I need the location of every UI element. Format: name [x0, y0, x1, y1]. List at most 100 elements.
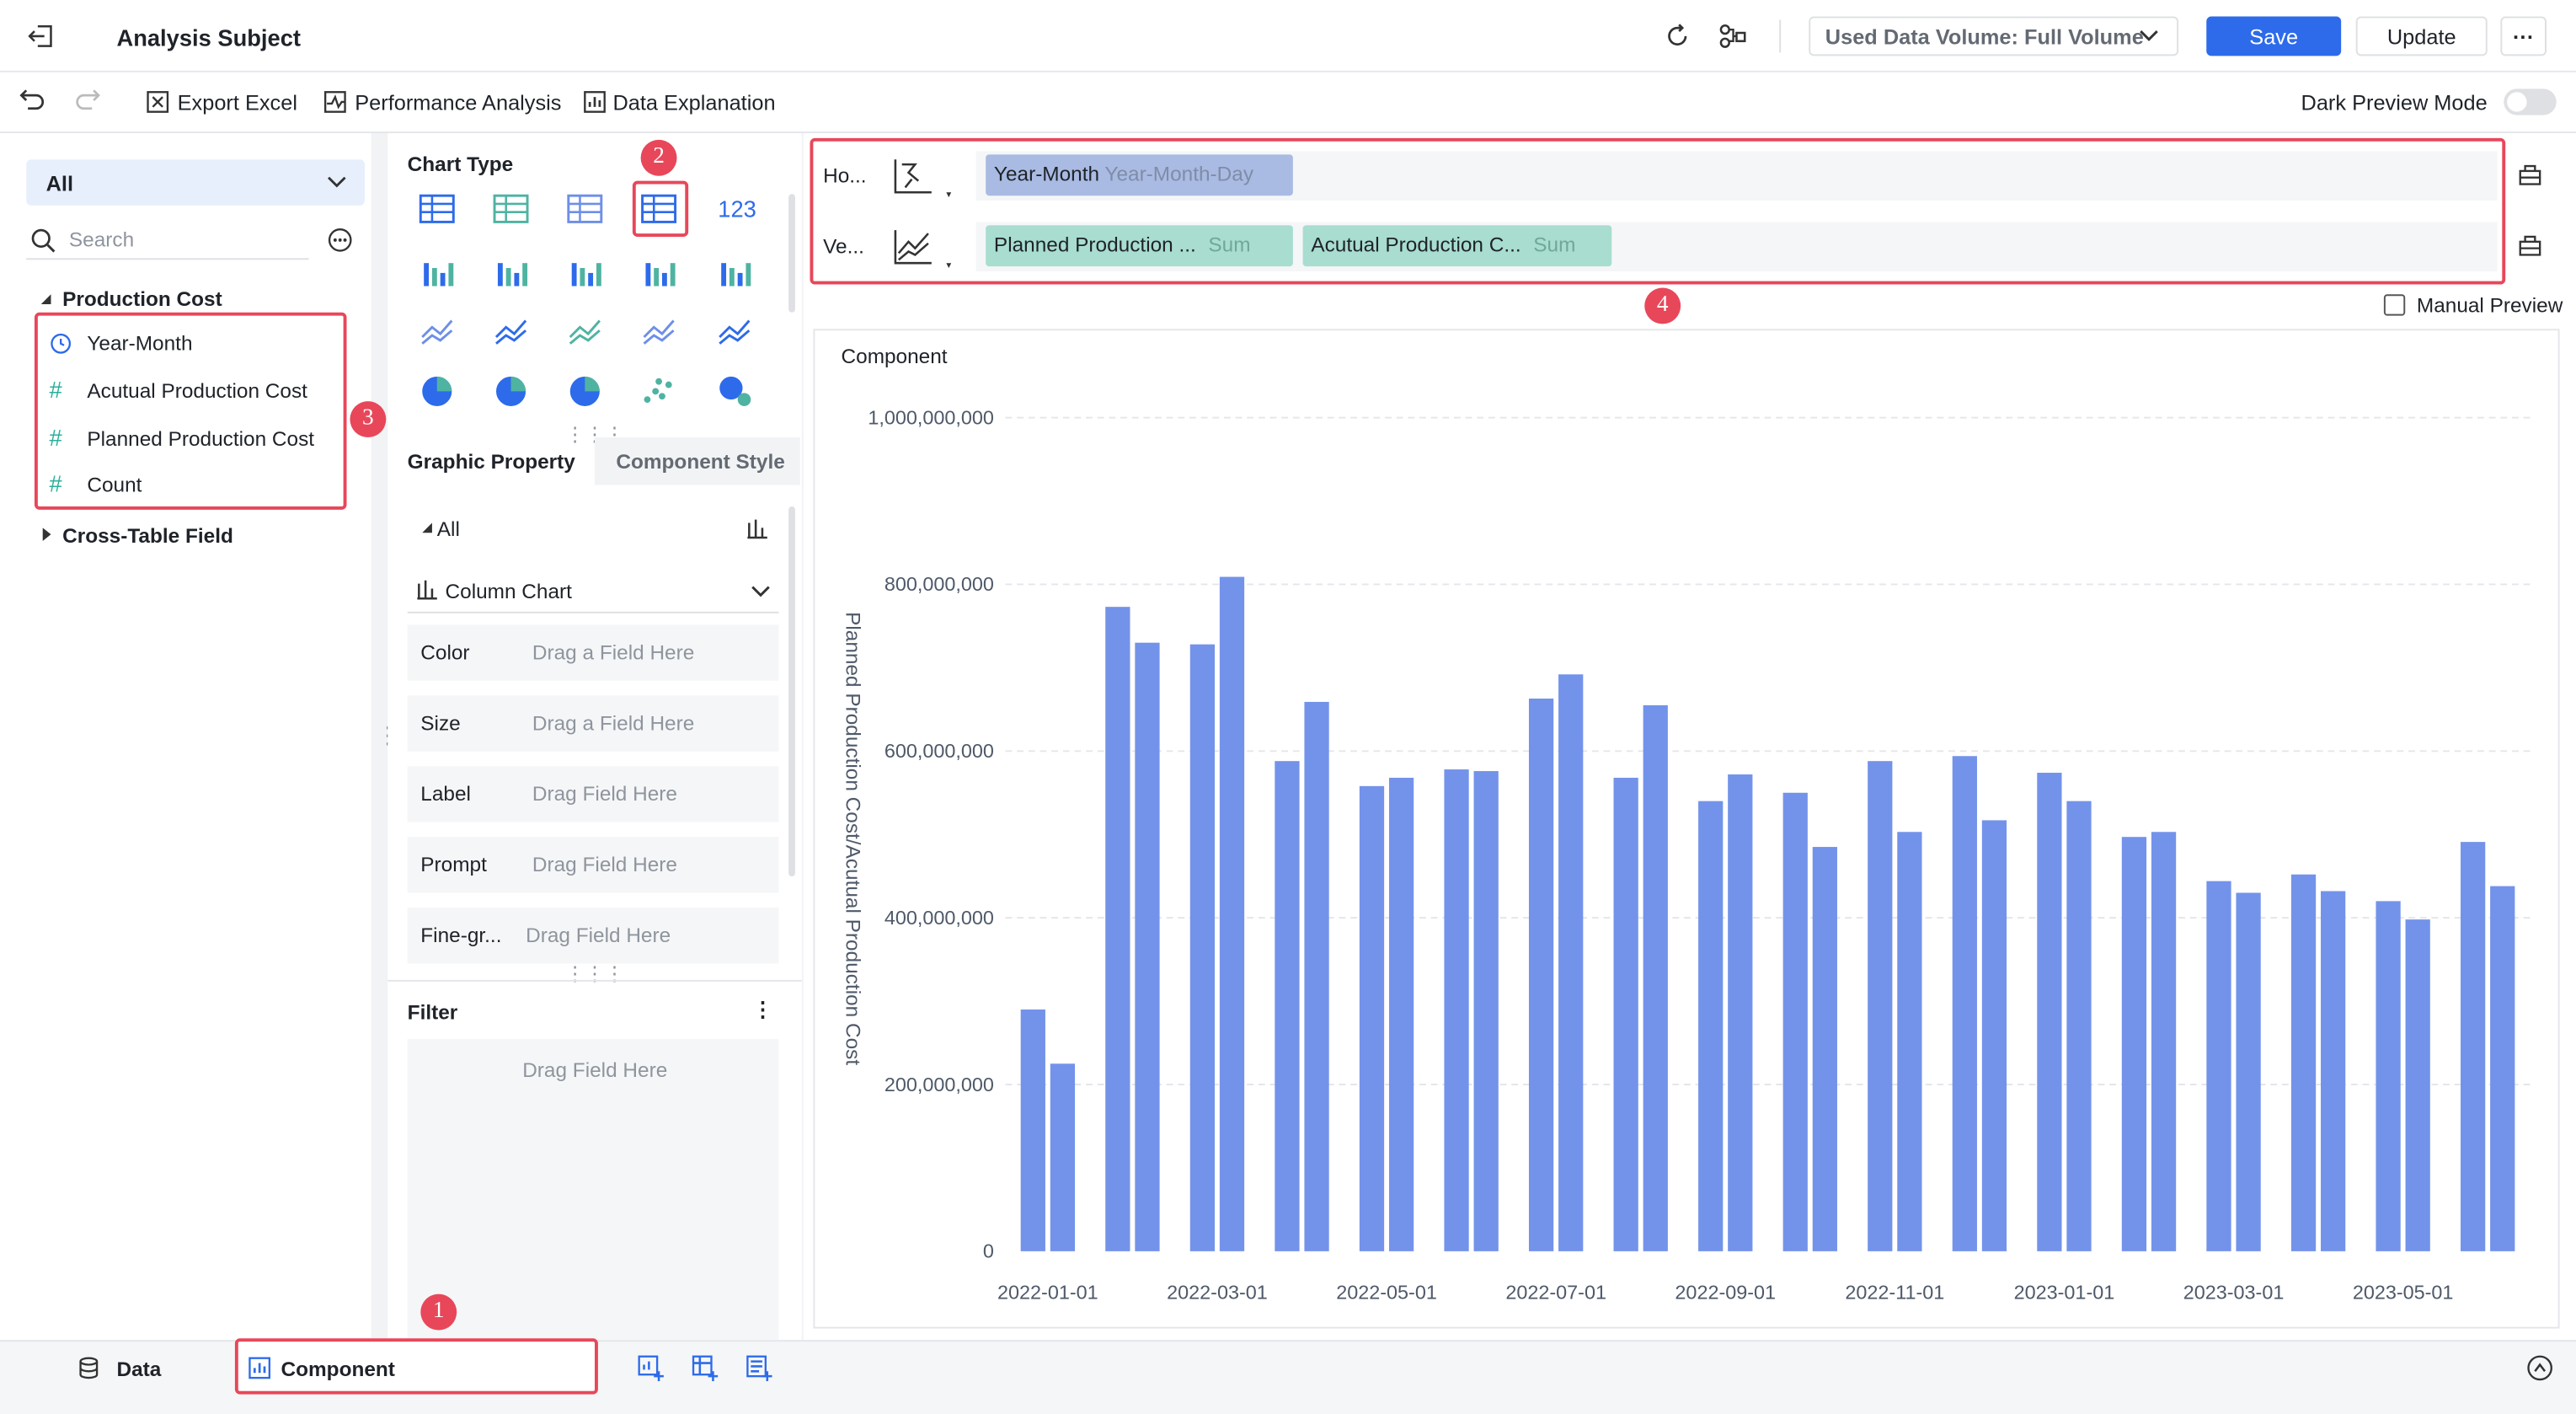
- save-button[interactable]: Save: [2206, 16, 2342, 56]
- expand-triangle[interactable]: [40, 528, 53, 541]
- refresh-icon[interactable]: [1665, 23, 1691, 49]
- redo-icon[interactable]: [74, 88, 100, 111]
- group-cross-table[interactable]: Cross-Table Field: [62, 524, 233, 548]
- property-label: Prompt: [420, 853, 487, 876]
- collapse-triangle[interactable]: [420, 522, 434, 535]
- chart-type-icon[interactable]: [721, 263, 751, 287]
- add-table-icon[interactable]: [692, 1355, 719, 1382]
- chart-type-icon[interactable]: [422, 376, 452, 406]
- save-text: Save: [2249, 24, 2299, 49]
- field-item[interactable]: Planned Production Cost: [87, 427, 315, 451]
- field-item[interactable]: Count: [87, 473, 142, 497]
- lineage-icon[interactable]: [1718, 23, 1748, 49]
- scope-select[interactable]: [26, 159, 365, 206]
- chart-type-icon[interactable]: [719, 319, 751, 345]
- bar: [1219, 576, 1245, 1251]
- chart-type-icon[interactable]: [641, 194, 677, 223]
- bar: [2066, 801, 2092, 1251]
- undo-icon[interactable]: [19, 88, 45, 111]
- tab[interactable]: Component Style: [616, 450, 785, 474]
- chart-type-icon[interactable]: [493, 194, 529, 223]
- chart-type-icon[interactable]: [494, 319, 527, 345]
- number-card-icon[interactable]: 123: [718, 195, 756, 222]
- chart-type-icon[interactable]: [719, 376, 751, 406]
- collapse-triangle[interactable]: [40, 292, 53, 306]
- performance-analysis[interactable]: Performance Analysis: [355, 90, 562, 115]
- chart-type-icon[interactable]: [421, 319, 453, 345]
- chart-type-icon[interactable]: [424, 263, 454, 287]
- y-axis-label: Planned Production Cost/Acutual Producti…: [841, 612, 863, 1065]
- scope-text: All: [45, 170, 74, 196]
- vertical-axis-icon[interactable]: [892, 227, 958, 273]
- icon-part: [596, 263, 601, 287]
- count-field-icon: #: [49, 470, 62, 497]
- field-pill[interactable]: Year-Month Year-Month-Day: [986, 154, 1293, 196]
- highlight-box: [810, 137, 2506, 285]
- tab-active[interactable]: Graphic Property: [407, 450, 575, 474]
- export-excel[interactable]: Export Excel: [177, 90, 297, 115]
- property-slot[interactable]: Color Drag a Field Here: [407, 624, 779, 681]
- property-slot[interactable]: Size Drag a Field Here: [407, 695, 779, 752]
- toggle-knob: [2507, 92, 2527, 112]
- chart-type-icon[interactable]: [571, 263, 601, 287]
- manual-preview-label: Manual Preview: [2416, 294, 2563, 318]
- x-tick-label: 2022-07-01: [1505, 1281, 1606, 1303]
- dark-preview-toggle[interactable]: [2504, 88, 2557, 115]
- field-pill[interactable]: Acutual Production C... Sum: [1302, 225, 1612, 267]
- filter-dropzone[interactable]: [407, 1039, 779, 1341]
- chart-type-icon[interactable]: [569, 376, 600, 406]
- icon-part: [440, 272, 446, 287]
- chart-type-icon[interactable]: [567, 194, 603, 223]
- add-component-icon[interactable]: [638, 1355, 664, 1382]
- collapse-bottom-icon[interactable]: [2527, 1355, 2553, 1381]
- bar: [2151, 832, 2177, 1251]
- property-slot[interactable]: Label Drag Field Here: [407, 766, 779, 822]
- update-button[interactable]: Update: [2355, 16, 2488, 56]
- chart-type-icon[interactable]: [569, 319, 601, 345]
- x-tick-label: 2022-01-01: [997, 1281, 1098, 1303]
- property-label: Color: [420, 640, 470, 665]
- scrollbar: [788, 194, 795, 313]
- group-production-cost[interactable]: Production Cost: [62, 287, 222, 311]
- field-item[interactable]: Year-Month: [87, 332, 193, 356]
- more-options-icon[interactable]: [327, 227, 353, 253]
- pill-granularity: Year-Month-Day: [1104, 163, 1254, 186]
- bar: [1558, 674, 1584, 1251]
- search-input[interactable]: Search: [68, 228, 135, 252]
- icon-part: [431, 268, 437, 287]
- chart-type-icon[interactable]: [495, 376, 526, 406]
- chart-kind-select[interactable]: [407, 567, 779, 613]
- bar: [1897, 832, 1922, 1251]
- bar: [1952, 756, 1977, 1251]
- component-tab[interactable]: [234, 1342, 596, 1393]
- field-item[interactable]: Acutual Production Cost: [87, 379, 307, 404]
- more-button[interactable]: ···: [2500, 16, 2547, 56]
- property-slot[interactable]: Fine-gr... Drag Field Here: [407, 908, 779, 964]
- component-icon: [249, 1357, 271, 1379]
- field-pill[interactable]: Planned Production ... Sum: [986, 225, 1293, 267]
- manual-preview-checkbox[interactable]: [2383, 294, 2406, 316]
- x-tick-label: 2022-09-01: [1675, 1281, 1776, 1303]
- property-slot[interactable]: Prompt Drag Field Here: [407, 837, 779, 893]
- filter-menu[interactable]: ⋮: [752, 998, 773, 1021]
- chart-type-icon[interactable]: [419, 194, 455, 223]
- shelf-settings-icon[interactable]: [2519, 163, 2541, 185]
- data-volume-select[interactable]: Used Data Volume: Full Volume: [1809, 16, 2179, 56]
- resize-handle[interactable]: ⋮⋮⋮: [564, 961, 625, 985]
- add-report-icon[interactable]: [746, 1355, 772, 1382]
- shelf-settings-icon[interactable]: [2519, 233, 2541, 256]
- back-icon[interactable]: [28, 23, 54, 49]
- chart-type-icon[interactable]: [644, 378, 672, 404]
- chart-type-icon[interactable]: [643, 319, 675, 345]
- property-label: Size: [420, 711, 461, 736]
- bar: [2037, 773, 2062, 1251]
- horizontal-axis-icon[interactable]: [892, 156, 958, 202]
- bar: [2490, 886, 2515, 1251]
- chart-type-icon[interactable]: [497, 263, 528, 287]
- chart-type-icon[interactable]: [645, 263, 676, 287]
- data-explanation[interactable]: Data Explanation: [612, 90, 776, 115]
- data-tab[interactable]: Data: [116, 1358, 162, 1382]
- icon-part: [585, 376, 600, 392]
- icon-part: [641, 194, 677, 223]
